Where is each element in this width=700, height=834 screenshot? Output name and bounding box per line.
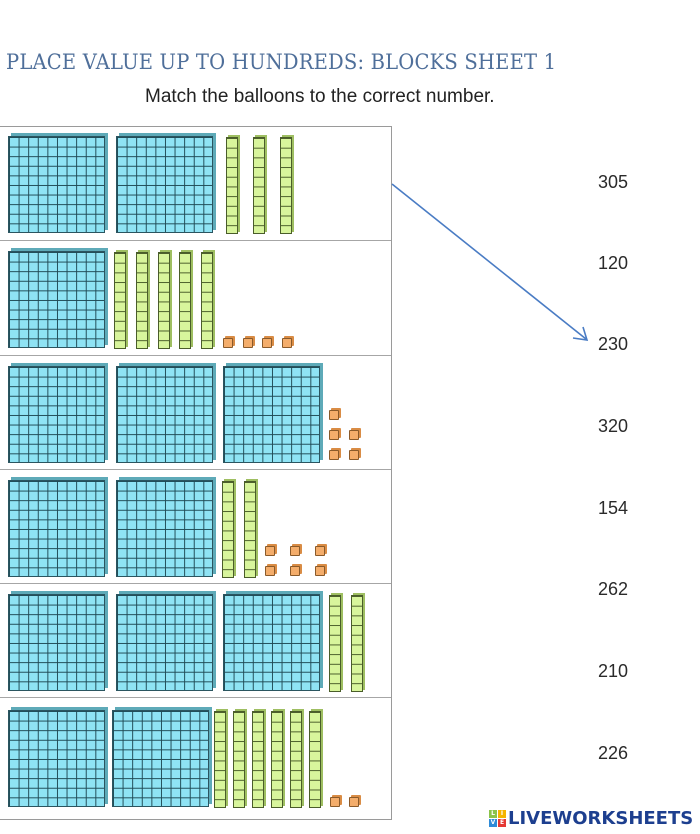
block-row-1[interactable]: [0, 127, 391, 241]
blocks-table: [0, 126, 392, 820]
ten-rod: [201, 252, 213, 349]
ten-rod: [290, 711, 302, 808]
answer-number[interactable]: 262: [598, 579, 629, 599]
block-row-3[interactable]: [0, 356, 391, 470]
answer-number[interactable]: 305: [598, 172, 629, 192]
logo-letter: L: [489, 810, 497, 818]
hundred-flat: [8, 366, 105, 463]
hundred-flat: [8, 480, 105, 577]
block-row-4[interactable]: [0, 470, 391, 584]
ten-rod: [309, 711, 321, 808]
hundred-flat: [223, 594, 320, 691]
hundred-flat: [112, 710, 209, 807]
ten-rod: [222, 481, 234, 578]
one-unit: [282, 338, 292, 348]
hundred-flat: [8, 251, 105, 348]
one-unit: [290, 546, 300, 556]
one-unit: [349, 797, 359, 807]
answer-number[interactable]: 320: [598, 416, 629, 436]
ten-rod: [271, 711, 283, 808]
logo-text: LIVEWORKSHEETS: [508, 808, 694, 829]
one-unit: [330, 797, 340, 807]
ten-rod: [158, 252, 170, 349]
ten-rod: [351, 595, 363, 692]
one-unit: [223, 338, 233, 348]
ten-rod: [244, 481, 256, 578]
hundred-flat: [116, 594, 213, 691]
answer-number[interactable]: 230: [598, 334, 629, 354]
ten-rod: [233, 711, 245, 808]
ten-rod: [214, 711, 226, 808]
block-row-5[interactable]: [0, 584, 391, 698]
one-unit: [290, 566, 300, 576]
logo-icon: L I V E: [489, 810, 506, 827]
answer-number[interactable]: 226: [598, 743, 629, 763]
answer-number[interactable]: 120: [598, 253, 629, 273]
hundred-flat: [8, 594, 105, 691]
instruction-text: Match the balloons to the correct number…: [145, 86, 495, 107]
logo-letter: E: [498, 819, 506, 827]
ten-rod: [179, 252, 191, 349]
hundred-flat: [116, 366, 213, 463]
one-unit: [349, 430, 359, 440]
one-unit: [349, 450, 359, 460]
ten-rod: [253, 137, 265, 234]
answer-number[interactable]: 154: [598, 498, 629, 518]
liveworksheets-logo[interactable]: L I V E LIVEWORKSHEETS: [489, 808, 693, 829]
hundred-flat: [116, 136, 213, 233]
ten-rod: [226, 137, 238, 234]
block-row-2[interactable]: [0, 241, 391, 356]
hundred-flat: [8, 710, 105, 807]
one-unit: [265, 566, 275, 576]
one-unit: [329, 410, 339, 420]
logo-letter: V: [489, 819, 497, 827]
one-unit: [243, 338, 253, 348]
ten-rod: [329, 595, 341, 692]
hundred-flat: [116, 480, 213, 577]
ten-rod: [252, 711, 264, 808]
one-unit: [329, 430, 339, 440]
ten-rod: [136, 252, 148, 349]
hundred-flat: [223, 366, 320, 463]
ten-rod: [280, 137, 292, 234]
answer-number[interactable]: 210: [598, 661, 629, 681]
block-row-6[interactable]: [0, 698, 391, 819]
one-unit: [315, 566, 325, 576]
one-unit: [315, 546, 325, 556]
one-unit: [329, 450, 339, 460]
logo-letter: I: [498, 810, 506, 818]
ten-rod: [114, 252, 126, 349]
one-unit: [265, 546, 275, 556]
worksheet-title: PLACE VALUE UP TO HUNDREDS: BLOCKS SHEET…: [6, 50, 557, 74]
one-unit: [262, 338, 272, 348]
hundred-flat: [8, 136, 105, 233]
